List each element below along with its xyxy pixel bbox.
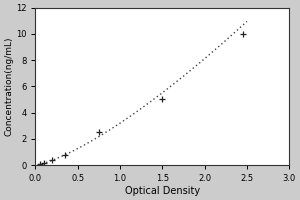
Point xyxy=(240,32,245,35)
Point xyxy=(97,131,101,134)
Point xyxy=(37,163,42,166)
Point xyxy=(41,161,46,165)
X-axis label: Optical Density: Optical Density xyxy=(125,186,200,196)
Point xyxy=(50,158,55,161)
Point xyxy=(63,153,68,156)
Y-axis label: Concentration(ng/mL): Concentration(ng/mL) xyxy=(4,37,13,136)
Point xyxy=(160,98,165,101)
